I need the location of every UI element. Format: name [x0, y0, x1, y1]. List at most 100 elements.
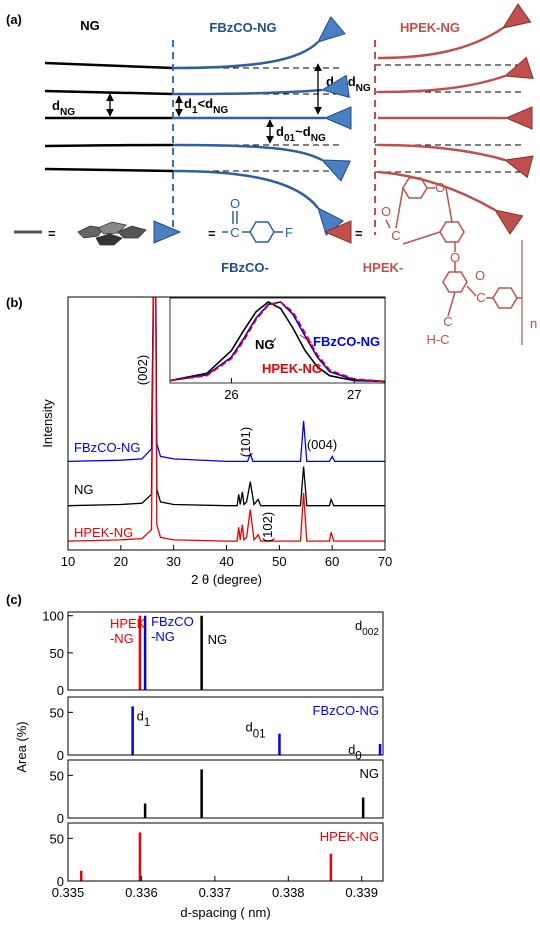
fbzco-layers — [172, 41, 325, 209]
stick-label-part: 01 — [253, 728, 266, 740]
stick-label: d0 — [348, 742, 362, 763]
hpek-layers — [377, 26, 506, 212]
spacing-label-part: <d — [198, 96, 214, 111]
spacing-label-part: d — [52, 98, 60, 113]
panel-label: (c) — [6, 592, 22, 607]
atom-label: C — [443, 314, 452, 329]
anchor-group — [501, 3, 532, 29]
corner-label-part: HPEK-NG — [320, 829, 379, 844]
stick-label-part: 1 — [144, 717, 150, 729]
group-name: FBzCO- — [221, 260, 269, 275]
equals-sign: = — [355, 226, 363, 241]
spacing-arrows — [106, 63, 322, 144]
x-tick-label: 50 — [272, 554, 286, 569]
plot-frame — [67, 696, 384, 756]
x-tick-label: 40 — [219, 554, 233, 569]
y-tick-label: 0 — [57, 748, 64, 763]
series-label: HPEK-NG — [74, 525, 133, 540]
plot-frame — [67, 759, 384, 819]
spectrum — [68, 297, 385, 542]
inset-background — [170, 298, 385, 383]
stick-label-part: d — [348, 742, 355, 757]
stick-label: FBzCO — [151, 614, 194, 629]
y-tick-label: 50 — [50, 705, 64, 720]
spectrum — [170, 301, 385, 383]
y-tick-label: 50 — [50, 646, 64, 661]
anchor-group — [503, 56, 534, 79]
group-name: HPEK- — [363, 260, 403, 275]
equals-sign: = — [208, 226, 216, 241]
anchor-group — [153, 220, 182, 244]
spacing-label-part: 1 — [192, 105, 198, 116]
inset-label: HPEK-NG — [262, 361, 322, 376]
spacing-label-part: ~d — [295, 124, 311, 139]
atom-label: C — [391, 228, 400, 243]
peak-label: (002) — [135, 355, 150, 385]
peak-label: (101) — [238, 427, 253, 457]
spacing-label: d01~dNG — [276, 124, 326, 144]
x-tick-label: 20 — [114, 554, 128, 569]
x-tick-label: 30 — [166, 554, 180, 569]
atom-label: C — [230, 225, 239, 240]
panel-label: (b) — [6, 295, 23, 310]
series-label: NG — [74, 482, 94, 497]
x-tick-label: 0.336 — [125, 885, 158, 900]
graphene-layers — [44, 61, 174, 173]
atom-label: O — [450, 250, 460, 265]
corner-label-part: 002 — [362, 627, 379, 638]
spacing-label: dNG — [52, 98, 75, 118]
scheme-title: HPEK-NG — [400, 20, 460, 35]
y-tick-label: 50 — [50, 768, 64, 783]
anchor-group — [493, 209, 524, 235]
anchor-group — [320, 74, 350, 98]
corner-label-part: NG — [360, 766, 380, 781]
spectrum — [170, 301, 385, 383]
spacing-label: d1<dNG — [184, 96, 228, 116]
panel-label: (a) — [6, 12, 22, 27]
scheme-title: FBzCO-NG — [209, 20, 276, 35]
spacing-label-part: 01 — [284, 133, 296, 144]
panel-a-drawing — [14, 26, 525, 345]
equals-sign: = — [48, 226, 56, 241]
spacing-label-part: d — [326, 74, 334, 89]
y-tick-label: 0 — [57, 874, 64, 889]
x-tick-label: 26 — [224, 387, 238, 402]
series-label: FBzCO-NG — [74, 440, 140, 455]
spacing-label-part: d — [276, 124, 284, 139]
plot-frame — [67, 822, 384, 882]
fbzco-structure — [222, 211, 283, 243]
x-tick-label: 60 — [325, 554, 339, 569]
graphene-icon — [77, 221, 147, 246]
anchor-group — [323, 220, 352, 244]
y-axis-label: Intensity — [40, 399, 55, 448]
x-tick-label: 27 — [347, 387, 361, 402]
leader — [269, 337, 277, 346]
plot-frame — [67, 611, 384, 691]
corner-label: d002 — [355, 618, 379, 638]
spacing-label-part: NG — [60, 107, 75, 118]
y-axis-label: Area (%) — [14, 721, 29, 772]
leader — [299, 334, 313, 344]
spacing-label-part: NG — [213, 105, 228, 116]
y-tick-label: 100 — [42, 609, 64, 624]
y-tick-label: 50 — [50, 831, 64, 846]
x-tick-label: 70 — [378, 554, 392, 569]
peak-label: (004) — [307, 437, 337, 452]
anchor-group — [504, 106, 533, 130]
x-tick-label: 10 — [61, 554, 75, 569]
stick-label: -NG — [151, 629, 175, 644]
corner-label: NG — [360, 766, 380, 781]
corner-label-part: FBzCO-NG — [313, 703, 379, 718]
x-tick-label: 0.338 — [272, 885, 305, 900]
x-axis-label: 2 θ (degree) — [191, 572, 262, 587]
y-tick-label: 0 — [57, 811, 64, 826]
x-tick-label: 0.337 — [199, 885, 232, 900]
scheme-title: NG — [80, 18, 100, 33]
atom-label: F — [285, 225, 293, 240]
anchor-group — [320, 159, 351, 182]
corner-label-part: d — [355, 618, 362, 633]
atom-label: H-C — [426, 332, 449, 347]
inset-label: NG — [255, 337, 275, 352]
stick-label: NG — [208, 632, 228, 647]
